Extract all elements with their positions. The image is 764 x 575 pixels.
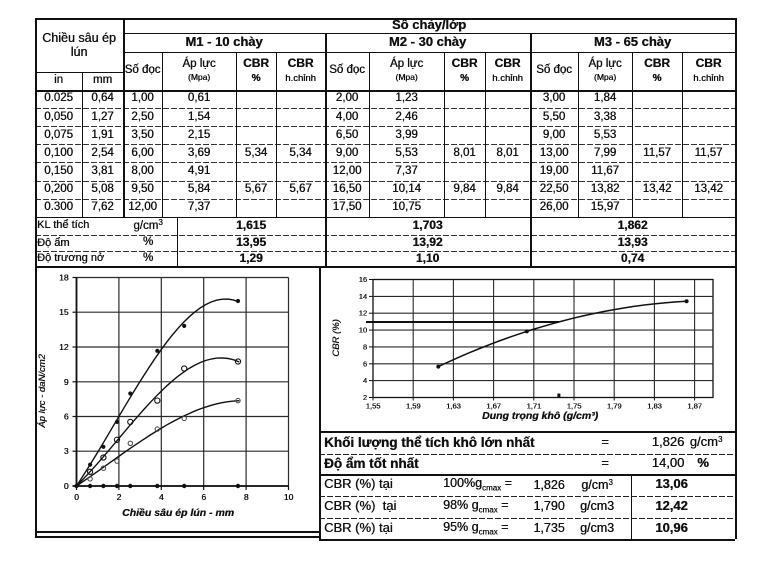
svg-text:3: 3 (64, 446, 69, 456)
svg-text:Dung trọng khô (g/cm³): Dung trọng khô (g/cm³) (482, 410, 599, 422)
svg-text:15: 15 (59, 307, 69, 317)
svg-text:2: 2 (117, 492, 122, 502)
svg-text:10: 10 (284, 492, 294, 502)
svg-text:4: 4 (363, 376, 367, 385)
svg-text:1,67: 1,67 (486, 402, 501, 411)
svg-text:14: 14 (359, 292, 367, 301)
svg-text:9: 9 (64, 377, 69, 387)
svg-text:6: 6 (201, 492, 206, 502)
svg-text:0: 0 (64, 481, 69, 491)
svg-text:1,75: 1,75 (567, 402, 582, 411)
svg-text:1,83: 1,83 (647, 402, 662, 411)
svg-text:8: 8 (244, 492, 249, 502)
svg-text:6: 6 (363, 359, 367, 368)
svg-text:1,87: 1,87 (687, 402, 702, 411)
svg-text:1,63: 1,63 (446, 402, 461, 411)
svg-text:8: 8 (363, 342, 367, 351)
svg-text:4: 4 (159, 492, 164, 502)
svg-text:CBR (%): CBR (%) (331, 319, 342, 356)
svg-text:16: 16 (359, 275, 367, 284)
svg-text:0: 0 (74, 492, 79, 502)
svg-text:18: 18 (59, 273, 69, 283)
svg-text:1,55: 1,55 (366, 402, 381, 411)
svg-text:6: 6 (64, 412, 69, 422)
svg-text:12: 12 (59, 342, 69, 352)
svg-text:10: 10 (359, 326, 367, 335)
svg-text:Áp lực - daN/cm2: Áp lực - daN/cm2 (37, 353, 48, 428)
svg-text:1,79: 1,79 (607, 402, 622, 411)
svg-text:12: 12 (359, 309, 367, 318)
svg-text:1,71: 1,71 (526, 402, 541, 411)
svg-text:2: 2 (363, 393, 367, 402)
svg-text:1,59: 1,59 (406, 402, 421, 411)
svg-text:Chiều sâu ép lún - mm: Chiều sâu ép lún - mm (122, 507, 234, 519)
